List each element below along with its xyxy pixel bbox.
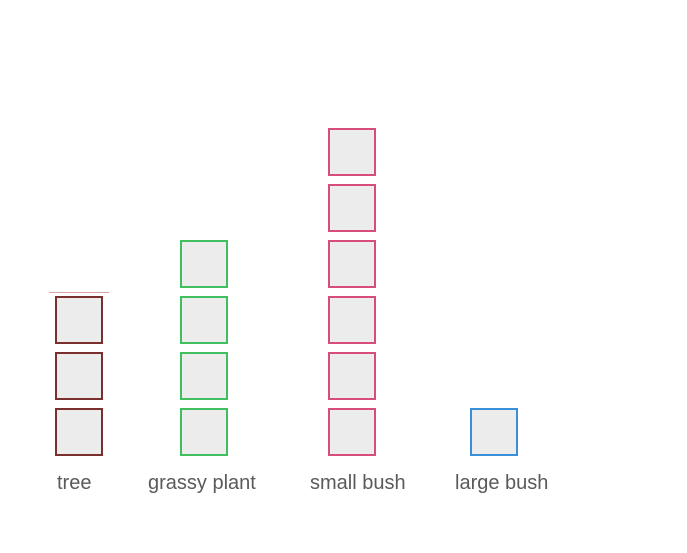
unit-box: [55, 352, 103, 400]
unit-box: [180, 352, 228, 400]
unit-box: [180, 296, 228, 344]
unit-box: [470, 408, 518, 456]
unit-bar-chart: tree grassy plant small bush large bush: [0, 0, 687, 553]
label-tree: tree: [57, 472, 91, 495]
label-small-bush: small bush: [310, 472, 406, 495]
unit-box: [180, 240, 228, 288]
unit-box: [55, 296, 103, 344]
column-small-bush: [328, 128, 376, 464]
column-tick: [49, 292, 109, 293]
label-grassy-plant: grassy plant: [148, 472, 256, 495]
label-large-bush: large bush: [455, 472, 548, 495]
unit-box: [328, 296, 376, 344]
unit-box: [180, 408, 228, 456]
unit-box: [328, 128, 376, 176]
unit-box: [328, 240, 376, 288]
unit-box: [328, 184, 376, 232]
unit-box: [55, 408, 103, 456]
unit-box: [328, 352, 376, 400]
column-large-bush: [470, 408, 518, 464]
unit-box: [328, 408, 376, 456]
column-tree: [55, 296, 103, 464]
column-grassy-plant: [180, 240, 228, 464]
